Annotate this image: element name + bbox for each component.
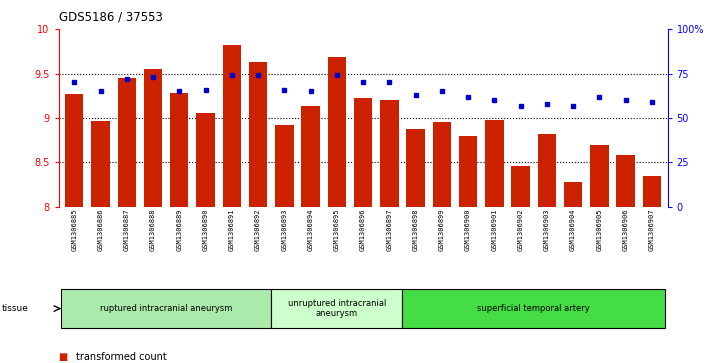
Bar — [380, 100, 398, 207]
Bar — [196, 113, 215, 207]
Text: GSM1306900: GSM1306900 — [465, 208, 471, 251]
Text: GSM1306894: GSM1306894 — [308, 208, 313, 251]
Text: GSM1306886: GSM1306886 — [98, 208, 104, 251]
FancyBboxPatch shape — [271, 289, 403, 328]
Text: GSM1306896: GSM1306896 — [360, 208, 366, 251]
Bar — [249, 62, 267, 207]
Bar — [616, 155, 635, 207]
Text: GSM1306887: GSM1306887 — [124, 208, 130, 251]
Text: GSM1306901: GSM1306901 — [491, 208, 498, 251]
Text: GSM1306888: GSM1306888 — [150, 208, 156, 251]
Bar — [590, 145, 608, 207]
Bar — [170, 93, 188, 207]
Bar — [144, 69, 162, 207]
Text: GSM1306906: GSM1306906 — [623, 208, 628, 251]
Text: GSM1306891: GSM1306891 — [228, 208, 235, 251]
Text: GSM1306889: GSM1306889 — [176, 208, 182, 251]
Text: GSM1306902: GSM1306902 — [518, 208, 523, 251]
Bar — [433, 122, 451, 207]
Text: transformed count: transformed count — [76, 352, 167, 362]
Text: GSM1306907: GSM1306907 — [649, 208, 655, 251]
Bar — [538, 134, 556, 207]
Bar — [91, 121, 110, 207]
Bar — [406, 129, 425, 207]
Text: GSM1306903: GSM1306903 — [544, 208, 550, 251]
Bar — [511, 166, 530, 207]
FancyBboxPatch shape — [403, 289, 665, 328]
Bar — [118, 78, 136, 207]
Bar — [485, 120, 503, 207]
Text: GSM1306885: GSM1306885 — [71, 208, 77, 251]
Text: ■: ■ — [59, 352, 68, 362]
Text: superficial temporal artery: superficial temporal artery — [478, 304, 590, 313]
Text: GSM1306904: GSM1306904 — [570, 208, 576, 251]
Bar — [301, 106, 320, 207]
Bar — [354, 98, 372, 207]
Bar — [328, 57, 346, 207]
Text: tissue: tissue — [2, 304, 29, 313]
Text: GSM1306892: GSM1306892 — [255, 208, 261, 251]
Text: GSM1306897: GSM1306897 — [386, 208, 392, 251]
Text: GDS5186 / 37553: GDS5186 / 37553 — [59, 11, 162, 24]
Bar — [643, 176, 661, 207]
Text: GSM1306905: GSM1306905 — [596, 208, 603, 251]
Bar — [275, 125, 293, 207]
FancyBboxPatch shape — [61, 289, 271, 328]
Text: GSM1306899: GSM1306899 — [439, 208, 445, 251]
Text: ruptured intracranial aneurysm: ruptured intracranial aneurysm — [100, 304, 232, 313]
Text: GSM1306893: GSM1306893 — [281, 208, 287, 251]
Text: GSM1306898: GSM1306898 — [413, 208, 418, 251]
Text: GSM1306895: GSM1306895 — [334, 208, 340, 251]
Bar — [564, 182, 583, 207]
Text: GSM1306890: GSM1306890 — [203, 208, 208, 251]
Bar — [459, 136, 477, 207]
Text: unruptured intracranial
aneurysm: unruptured intracranial aneurysm — [288, 299, 386, 318]
Bar — [223, 45, 241, 207]
Bar — [65, 94, 84, 207]
